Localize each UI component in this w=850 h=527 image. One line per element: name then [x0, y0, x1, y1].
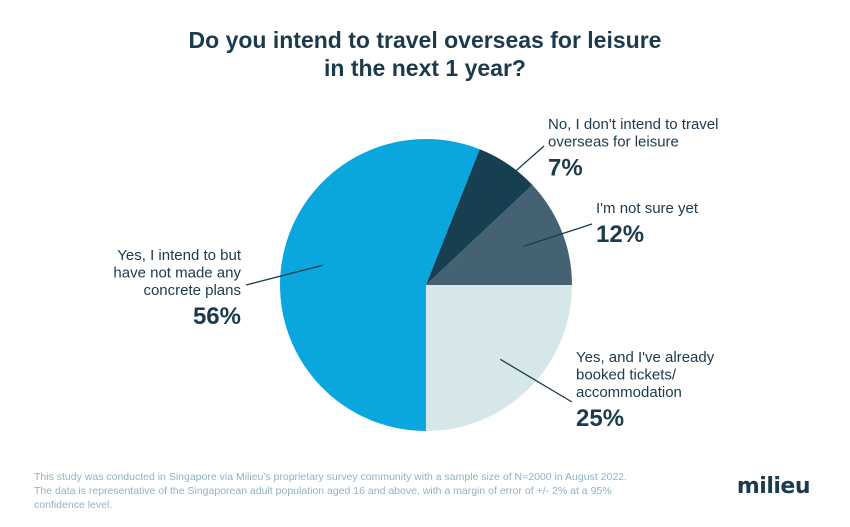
- slice-label-0-line-0: Yes, and I've already: [576, 349, 715, 366]
- slice-label-1-line-1: have not made any: [113, 265, 241, 282]
- chart-title-line-1: Do you intend to travel overseas for lei…: [188, 27, 662, 53]
- slice-label-0-line-1: booked tickets/: [576, 367, 677, 384]
- pie-slice-0: [426, 285, 572, 431]
- leader-line-2: [484, 145, 545, 199]
- chart-title: Do you intend to travel overseas for lei…: [0, 26, 850, 82]
- leader-line-0: [499, 358, 573, 403]
- slice-label-2-line-1: overseas for leisure: [548, 134, 679, 151]
- slice-label-2-line-0: No, I don't intend to travel: [548, 116, 718, 133]
- slice-label-3-line-0: I'm not sure yet: [596, 200, 699, 217]
- leader-line-3: [523, 223, 593, 247]
- slice-value-2: 7%: [548, 155, 583, 182]
- pie-slice-2: [426, 149, 533, 285]
- milieu-logo: milieu: [736, 474, 811, 499]
- slice-label-1-line-0: Yes, I intend to but: [117, 247, 242, 264]
- pie-slice-3: [426, 185, 572, 285]
- chart-title-line-2: in the next 1 year?: [324, 55, 526, 81]
- leader-line-1: [245, 264, 323, 286]
- slice-label-1-line-2: concrete plans: [143, 282, 241, 299]
- slice-label-0-line-2: accommodation: [576, 384, 682, 401]
- footnote: This study was conducted in Singapore vi…: [34, 471, 627, 511]
- pie-slice-1: [280, 138, 480, 431]
- slice-value-3: 12%: [596, 221, 644, 248]
- slice-value-0: 25%: [576, 405, 624, 432]
- slice-value-1: 56%: [193, 303, 241, 330]
